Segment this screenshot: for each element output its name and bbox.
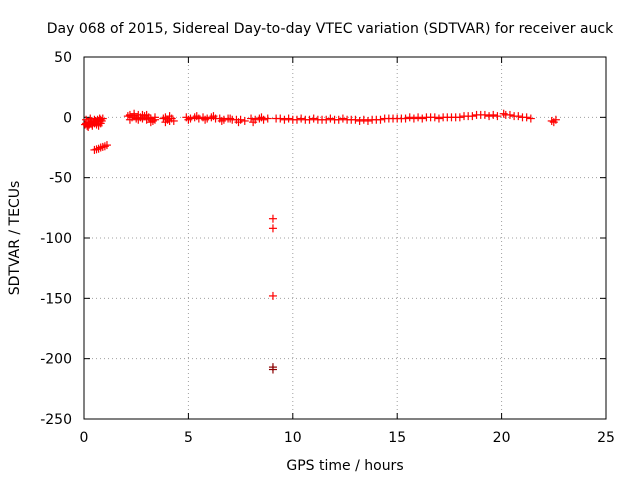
data-point: [338, 114, 347, 123]
data-point: [161, 118, 170, 127]
x-tick-labels: 0 5 10 15 20 25: [80, 430, 615, 446]
data-point: [234, 118, 243, 127]
data-point: [455, 113, 464, 122]
data-point: [102, 141, 111, 150]
data-point: [376, 115, 385, 124]
y-tick-label: -100: [40, 231, 72, 247]
data-point: [363, 116, 372, 125]
data-point: [359, 115, 368, 124]
data-point: [522, 113, 531, 122]
data-point: [268, 291, 277, 300]
data-point: [305, 115, 314, 124]
data-point: [414, 113, 423, 122]
data-point: [268, 224, 277, 233]
data-point: [280, 115, 289, 124]
data-point: [351, 115, 360, 124]
data-point: [165, 116, 174, 125]
data-point: [401, 114, 410, 123]
data-point: [485, 112, 494, 121]
y-tick-label: -250: [40, 412, 72, 428]
data-point: [142, 110, 151, 119]
data-point: [355, 116, 364, 125]
axis-ticks: [83, 56, 607, 420]
data-point: [434, 114, 443, 123]
data-point: [219, 115, 228, 124]
data-point: [326, 114, 335, 123]
data-point: [292, 115, 301, 124]
grid-lines: [84, 57, 606, 419]
data-point: [268, 214, 277, 223]
data-point: [150, 113, 159, 122]
data-point: [184, 115, 193, 124]
data-point: [297, 114, 306, 123]
data-point: [240, 116, 249, 125]
data-point: [276, 114, 285, 123]
data-point: [98, 114, 107, 123]
x-tick-label: 25: [597, 430, 615, 446]
x-tick-label: 5: [184, 430, 193, 446]
data-point: [551, 115, 560, 124]
data-point: [405, 113, 414, 122]
data-point: [201, 115, 210, 124]
y-tick-label: -50: [49, 171, 72, 187]
data-point: [409, 114, 418, 123]
data-point: [263, 114, 272, 123]
x-tick-label: 15: [388, 430, 406, 446]
data-point: [90, 115, 99, 124]
data-point: [489, 110, 498, 119]
data-point: [192, 112, 201, 121]
data-point: [514, 112, 523, 121]
data-point: [255, 114, 264, 123]
x-tick-label: 20: [493, 430, 511, 446]
data-point: [249, 118, 258, 127]
data-point: [309, 114, 318, 123]
data-point: [268, 365, 277, 374]
data-point: [96, 119, 105, 128]
y-tick-label: 0: [63, 110, 72, 126]
y-tick-label: -150: [40, 291, 72, 307]
y-tick-label: 50: [54, 50, 72, 66]
data-point: [547, 116, 556, 125]
data-point: [125, 115, 134, 124]
data-point: [493, 112, 502, 121]
data-point: [84, 122, 93, 131]
data-point: [82, 115, 91, 124]
data-point: [468, 112, 477, 121]
data-point: [284, 114, 293, 123]
data-point: [86, 114, 95, 123]
data-points: [81, 109, 560, 374]
data-point: [526, 114, 535, 123]
data-point: [209, 112, 218, 121]
data-point: [418, 114, 427, 123]
x-tick-label: 10: [284, 430, 302, 446]
chart-title: Day 068 of 2015, Sidereal Day-to-day VTE…: [47, 21, 614, 37]
data-point: [505, 110, 514, 119]
y-axis-title: SDTVAR / TECUs: [7, 181, 23, 296]
data-point: [130, 109, 139, 118]
y-tick-labels: 50 0 -50 -100 -150 -200 -250: [40, 50, 72, 428]
data-point: [257, 113, 266, 122]
x-tick-label: 0: [80, 430, 89, 446]
y-tick-label: -200: [40, 352, 72, 368]
data-point: [430, 113, 439, 122]
data-point: [217, 116, 226, 125]
data-point: [146, 118, 155, 127]
data-point: [226, 114, 235, 123]
data-point: [134, 115, 143, 124]
x-axis-title: GPS time / hours: [286, 458, 403, 474]
data-point: [322, 115, 331, 124]
data-point: [334, 115, 343, 124]
data-point: [480, 110, 489, 119]
